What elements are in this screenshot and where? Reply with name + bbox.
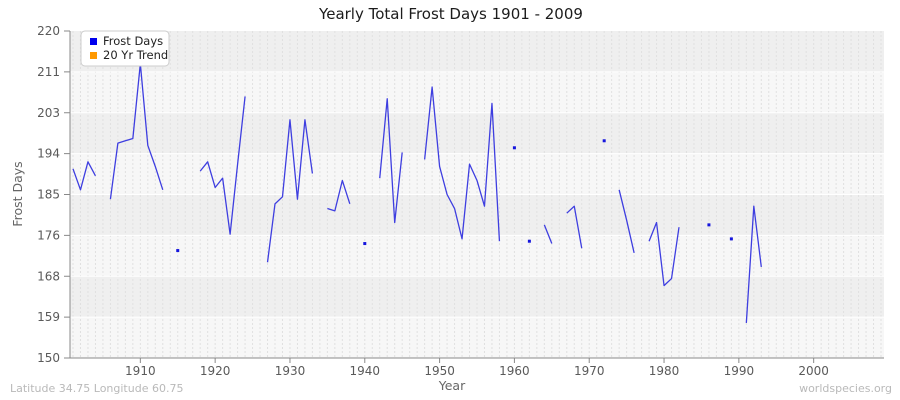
- data-line-segment: [618, 189, 635, 254]
- data-point: [602, 139, 606, 143]
- horizontal-gridlines: [70, 71, 884, 318]
- y-tick-label: 211: [37, 65, 60, 79]
- x-axis-ticks: 1910 1920 1930 1940 1950 1960 1970 1980 1990 2000: [125, 358, 829, 378]
- data-line-segment: [745, 205, 762, 324]
- x-tick-label: 1930: [275, 364, 306, 378]
- data-point: [512, 146, 516, 150]
- y-tick-label: 203: [37, 106, 60, 120]
- y-tick-label: 150: [37, 351, 60, 365]
- data-line-segment: [648, 221, 680, 287]
- chart-title: Yearly Total Frost Days 1901 - 2009: [318, 5, 583, 23]
- vertical-gridlines: [72, 31, 882, 358]
- x-tick-label: 1960: [499, 364, 530, 378]
- data-line-segment: [199, 96, 246, 235]
- y-tick-label: 220: [37, 24, 60, 38]
- data-line-segment: [379, 98, 403, 224]
- y-axis-ticks: 220 211 203 194 185 176 168 159 150: [37, 24, 70, 365]
- data-line-segment: [72, 161, 97, 191]
- y-axis-label: Frost Days: [10, 161, 25, 226]
- data-point: [176, 249, 180, 253]
- data-line-segment: [543, 224, 553, 244]
- data-point: [363, 242, 367, 246]
- x-tick-label: 2000: [798, 364, 829, 378]
- y-tick-label: 194: [37, 147, 60, 161]
- data-point: [527, 239, 531, 243]
- data-point: [729, 237, 733, 241]
- trend-legend-marker: [90, 52, 97, 59]
- frost-days-series: [72, 63, 762, 324]
- footer-coordinates: Latitude 34.75 Longitude 60.75: [10, 382, 183, 395]
- legend-item-label: Frost Days: [103, 34, 163, 48]
- x-tick-label: 1920: [200, 364, 231, 378]
- footer-watermark: worldspecies.org: [799, 382, 892, 395]
- y-tick-label: 168: [37, 269, 60, 283]
- legend-box: [80, 30, 170, 67]
- x-tick-label: 1950: [424, 364, 455, 378]
- frost-days-legend-marker: [90, 38, 97, 45]
- x-tick-label: 1910: [125, 364, 156, 378]
- legend-item-label: 20 Yr Trend: [103, 48, 168, 62]
- data-line-segment: [327, 179, 351, 212]
- x-tick-label: 1970: [574, 364, 605, 378]
- x-axis-label: Year: [438, 378, 466, 393]
- y-tick-label: 185: [37, 188, 60, 202]
- y-tick-label: 176: [37, 228, 60, 242]
- x-tick-label: 1980: [649, 364, 680, 378]
- data-line-segment: [266, 119, 314, 263]
- data-line-segment: [109, 63, 164, 200]
- data-point: [707, 223, 711, 227]
- data-line-segment: [423, 86, 501, 242]
- x-tick-label: 1940: [350, 364, 381, 378]
- y-tick-label: 159: [37, 310, 60, 324]
- x-tick-label: 1990: [724, 364, 755, 378]
- data-line-segment: [566, 205, 583, 249]
